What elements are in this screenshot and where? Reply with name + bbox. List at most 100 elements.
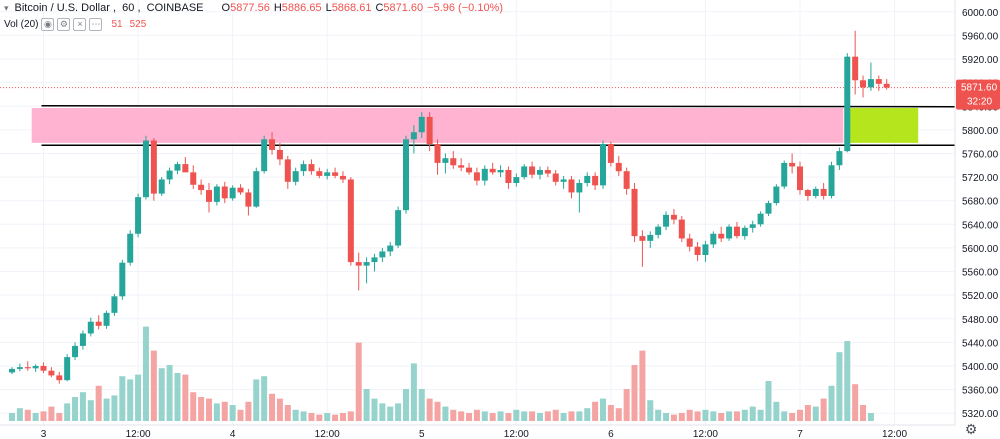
volume-bar	[607, 405, 614, 421]
volume-bar	[79, 392, 86, 421]
symbol-description[interactable]: Bitcoin / U.S. Dollar , 60 , COINBASE	[14, 2, 204, 14]
candle-body	[631, 188, 638, 237]
volume-bar	[119, 376, 126, 421]
volume-bar	[529, 411, 536, 421]
eye-icon[interactable]: ◉	[41, 18, 55, 31]
volume-bar	[269, 393, 276, 421]
volume-bar	[332, 414, 339, 421]
volume-bar	[521, 411, 528, 421]
volume-bar	[206, 398, 212, 421]
volume-bar	[828, 385, 835, 421]
volume-bar	[749, 406, 756, 421]
candle-body	[733, 226, 740, 237]
candle-body	[655, 226, 662, 235]
volume-bar	[284, 405, 291, 421]
gear-icon[interactable]: ⚙	[964, 421, 978, 437]
volume-bar	[576, 411, 583, 421]
time-tick-label: 12:00	[504, 429, 529, 439]
candle-body	[757, 213, 764, 225]
candle-body	[718, 233, 725, 239]
candle-body	[40, 365, 47, 371]
candle-body	[276, 149, 283, 160]
volume-bar	[316, 414, 323, 421]
symbol-name: Bitcoin / U.S. Dollar	[14, 2, 110, 14]
volume-bar	[773, 401, 780, 421]
volume-bar	[253, 379, 260, 421]
candle-body	[820, 188, 827, 196]
candle-body	[206, 190, 212, 202]
volume-bar	[820, 398, 827, 421]
volume-bar	[536, 413, 543, 421]
candle-body	[615, 162, 622, 172]
volume-bar	[261, 376, 268, 421]
volume-bar	[300, 411, 307, 421]
candle-body	[142, 140, 149, 198]
volume-bar	[213, 403, 220, 421]
settings-small-icon[interactable]: ⚙	[57, 18, 71, 31]
candle-body	[16, 367, 23, 369]
close-value: 5871.60	[383, 2, 424, 14]
volume-bar	[757, 409, 764, 421]
candle-body	[64, 357, 71, 381]
volume-bar	[198, 397, 205, 421]
candle-body	[332, 172, 339, 176]
volume-bar	[174, 373, 181, 421]
candle-body	[72, 345, 79, 358]
candle-body	[867, 79, 874, 88]
volume-bar	[347, 411, 354, 421]
candle-body	[804, 190, 811, 196]
volume-bar	[190, 392, 197, 421]
price-tick-label: 5560.00	[962, 268, 999, 279]
volume-legend: Vol (20) ◉ ⚙ × ⋯ 51 525	[4, 18, 146, 31]
volume-bar	[584, 408, 591, 421]
candle-body	[190, 172, 197, 185]
volume-bar	[631, 365, 638, 421]
open-label: O	[221, 2, 231, 14]
volume-value-1: 51	[111, 19, 123, 30]
candle-body	[79, 333, 86, 346]
volume-bar	[426, 398, 433, 421]
volume-bar	[363, 389, 370, 421]
volume-bar	[600, 398, 606, 421]
candle-body	[111, 296, 118, 313]
close-icon[interactable]: ×	[73, 18, 87, 31]
volume-indicator-name[interactable]: Vol (20)	[4, 19, 39, 30]
interval-label: 60	[122, 2, 135, 14]
candle-body	[497, 170, 504, 173]
candle-body	[261, 139, 268, 172]
resistance-zone	[31, 108, 844, 143]
candle-body	[119, 262, 126, 297]
candle-body	[182, 164, 189, 173]
candle-body	[663, 214, 670, 227]
candle-body	[860, 80, 867, 88]
last-price-tag	[956, 79, 1000, 110]
volume-bar	[379, 403, 386, 421]
candle-body	[371, 257, 378, 263]
volume-bar	[733, 411, 740, 421]
open-value: 5877.56	[230, 2, 270, 14]
candle-body	[174, 164, 181, 171]
more-icon[interactable]: ⋯	[89, 18, 103, 31]
candle-body	[363, 262, 370, 266]
candle-body	[387, 245, 394, 252]
candle-body	[678, 219, 685, 239]
volume-bar	[710, 411, 717, 421]
candle-body	[773, 186, 780, 204]
candle-body	[576, 182, 583, 193]
volume-bar	[48, 406, 55, 421]
volume-bar	[702, 409, 709, 421]
volume-bar	[639, 350, 646, 421]
candle-body	[529, 166, 536, 175]
chart-legend: ▾ Bitcoin / U.S. Dollar , 60 , COINBASE …	[4, 1, 503, 15]
candle-body	[158, 179, 165, 194]
volume-bar	[804, 405, 811, 421]
volume-bar	[592, 401, 599, 421]
candle-body	[87, 321, 94, 334]
high-label: H	[273, 2, 282, 14]
volume-bar	[127, 379, 134, 421]
candle-body	[560, 179, 567, 182]
low-value: 5868.61	[331, 2, 372, 14]
collapse-legend-icon[interactable]: ▾	[4, 2, 9, 13]
candle-body	[592, 175, 599, 186]
